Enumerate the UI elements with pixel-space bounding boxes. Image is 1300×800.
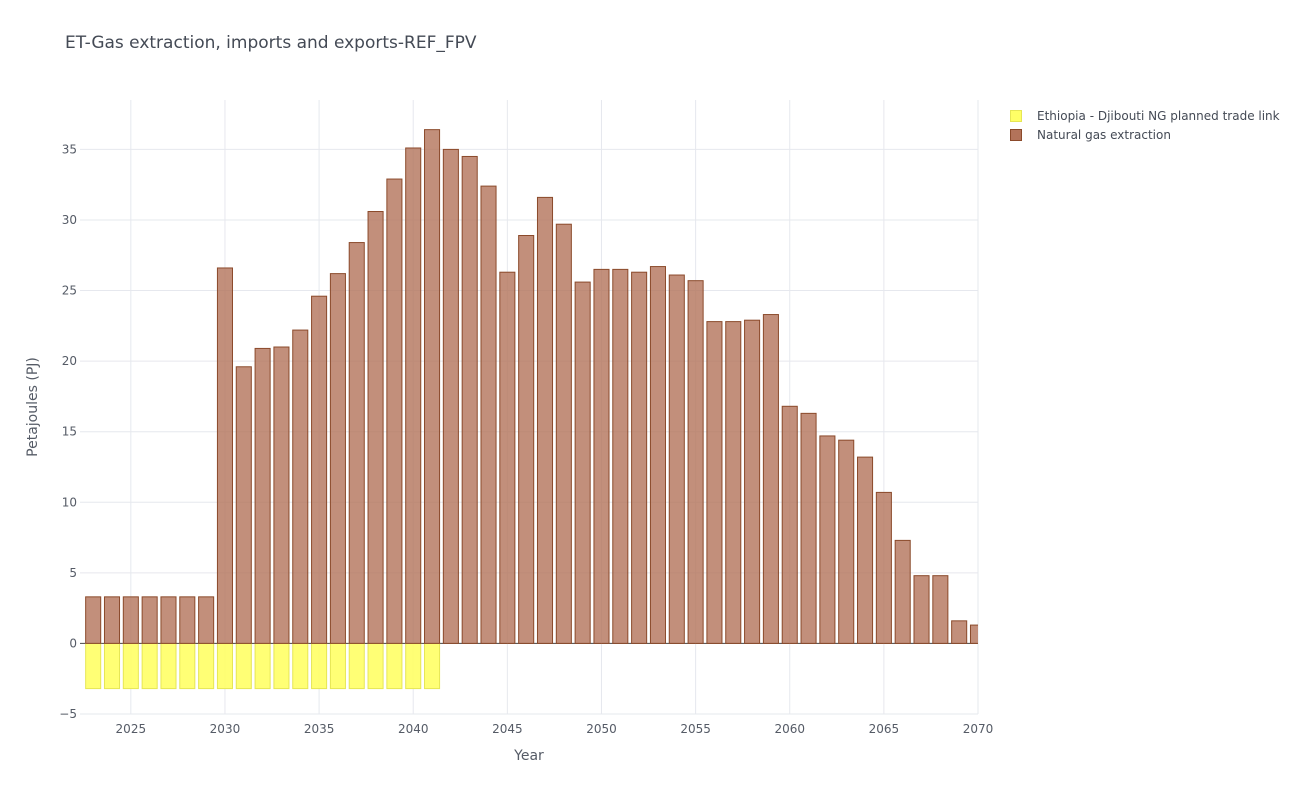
bar-gas-extraction[interactable] <box>969 624 985 644</box>
bar-trade-link[interactable] <box>311 642 328 690</box>
bar-gas-extraction[interactable] <box>179 596 196 644</box>
x-tick-label: 2065 <box>869 722 900 736</box>
bar-gas-extraction[interactable] <box>800 412 817 644</box>
bar-gas-extraction[interactable] <box>254 347 271 644</box>
bar-gas-extraction[interactable] <box>160 596 177 644</box>
bar-gas-extraction[interactable] <box>461 155 478 644</box>
bar-gas-extraction[interactable] <box>932 575 949 644</box>
x-tick-label: 2070 <box>963 722 994 736</box>
bar-trade-link[interactable] <box>103 642 121 690</box>
legend-swatch-trade-link <box>1010 109 1022 122</box>
bar-gas-extraction[interactable] <box>951 620 968 644</box>
bar-trade-link[interactable] <box>160 642 177 690</box>
bar-trade-link[interactable] <box>292 642 309 690</box>
x-tick-label: 2055 <box>680 722 711 736</box>
chart-title: ET-Gas extraction, imports and exports-R… <box>65 33 477 53</box>
bar-trade-link[interactable] <box>179 642 196 690</box>
bar-gas-extraction[interactable] <box>668 274 685 644</box>
bar-gas-extraction[interactable] <box>141 596 158 644</box>
bar-gas-extraction[interactable] <box>386 178 403 644</box>
y-tick-label: 15 <box>62 425 77 439</box>
bar-gas-extraction[interactable] <box>875 491 892 644</box>
y-tick-label: 5 <box>69 566 77 580</box>
x-tick-label: 2050 <box>586 722 617 736</box>
x-tick-label: 2035 <box>304 722 335 736</box>
bar-gas-extraction[interactable] <box>593 268 610 644</box>
bar-gas-extraction[interactable] <box>913 575 930 644</box>
y-tick-label: −5 <box>59 707 77 721</box>
bar-gas-extraction[interactable] <box>631 271 648 644</box>
bar-gas-extraction[interactable] <box>762 314 779 644</box>
bar-gas-extraction[interactable] <box>894 539 911 644</box>
bar-trade-link[interactable] <box>235 642 252 690</box>
bar-gas-extraction[interactable] <box>499 271 516 644</box>
bar-gas-extraction[interactable] <box>329 273 346 644</box>
x-tick-label: 2040 <box>398 722 429 736</box>
bar-gas-extraction[interactable] <box>85 596 102 644</box>
bar-gas-extraction[interactable] <box>687 280 704 644</box>
bar-gas-extraction[interactable] <box>103 596 121 644</box>
bar-gas-extraction[interactable] <box>725 321 742 644</box>
bar-gas-extraction[interactable] <box>744 319 761 644</box>
bars-group <box>85 129 985 690</box>
bar-gas-extraction[interactable] <box>424 129 441 644</box>
bar-gas-extraction[interactable] <box>649 266 666 644</box>
bar-gas-extraction[interactable] <box>480 185 497 644</box>
bar-gas-extraction[interactable] <box>555 223 572 644</box>
bar-trade-link[interactable] <box>198 642 215 690</box>
bar-gas-extraction[interactable] <box>198 596 215 644</box>
x-tick-label: 2045 <box>492 722 523 736</box>
x-tick-label: 2030 <box>210 722 241 736</box>
bar-gas-extraction[interactable] <box>612 268 629 644</box>
bar-trade-link[interactable] <box>386 642 403 690</box>
bar-gas-extraction[interactable] <box>405 147 422 644</box>
x-tick-label: 2025 <box>116 722 147 736</box>
bar-gas-extraction[interactable] <box>518 235 535 644</box>
y-tick-label: 30 <box>62 213 77 227</box>
bar-trade-link[interactable] <box>85 642 102 690</box>
bar-gas-extraction[interactable] <box>235 366 252 644</box>
x-tick-label: 2060 <box>774 722 805 736</box>
bar-gas-extraction[interactable] <box>216 267 233 644</box>
y-tick-label: 20 <box>62 354 77 368</box>
bar-trade-link[interactable] <box>141 642 158 690</box>
y-axis-title: Petajoules (PJ) <box>25 357 41 457</box>
bar-trade-link[interactable] <box>405 642 422 690</box>
bar-gas-extraction[interactable] <box>781 405 798 644</box>
bar-gas-extraction[interactable] <box>819 435 836 644</box>
bar-trade-link[interactable] <box>329 642 346 690</box>
bar-trade-link[interactable] <box>122 642 139 690</box>
legend-item-trade-link[interactable]: Ethiopia - Djibouti NG planned trade lin… <box>1010 106 1280 125</box>
bar-gas-extraction[interactable] <box>367 211 384 644</box>
x-axis-title: Year <box>513 748 544 764</box>
bar-gas-extraction[interactable] <box>122 596 139 644</box>
legend[interactable]: Ethiopia - Djibouti NG planned trade lin… <box>1010 106 1280 144</box>
bar-trade-link[interactable] <box>367 642 384 690</box>
bar-gas-extraction[interactable] <box>442 148 459 644</box>
bar-gas-extraction[interactable] <box>292 329 309 644</box>
y-tick-label: 0 <box>69 636 77 650</box>
bar-gas-extraction[interactable] <box>706 321 723 644</box>
bar-trade-link[interactable] <box>273 642 290 690</box>
bar-gas-extraction[interactable] <box>348 242 365 644</box>
bar-gas-extraction[interactable] <box>536 196 554 644</box>
legend-item-gas-extraction[interactable]: Natural gas extraction <box>1010 125 1280 144</box>
bar-gas-extraction[interactable] <box>311 295 328 644</box>
y-tick-label: 35 <box>62 142 77 156</box>
y-tick-label: 10 <box>62 495 77 509</box>
bar-gas-extraction[interactable] <box>574 281 591 644</box>
y-tick-label: 25 <box>62 284 77 298</box>
bar-gas-extraction[interactable] <box>273 346 290 644</box>
legend-label-trade-link: Ethiopia - Djibouti NG planned trade lin… <box>1037 108 1280 123</box>
bar-trade-link[interactable] <box>424 642 441 690</box>
bar-trade-link[interactable] <box>254 642 271 690</box>
legend-swatch-gas-extraction <box>1010 128 1022 141</box>
bar-gas-extraction[interactable] <box>857 456 874 644</box>
bar-gas-extraction[interactable] <box>838 439 855 644</box>
legend-label-gas-extraction: Natural gas extraction <box>1037 127 1171 142</box>
bar-trade-link[interactable] <box>216 642 233 690</box>
bar-trade-link[interactable] <box>348 642 365 690</box>
